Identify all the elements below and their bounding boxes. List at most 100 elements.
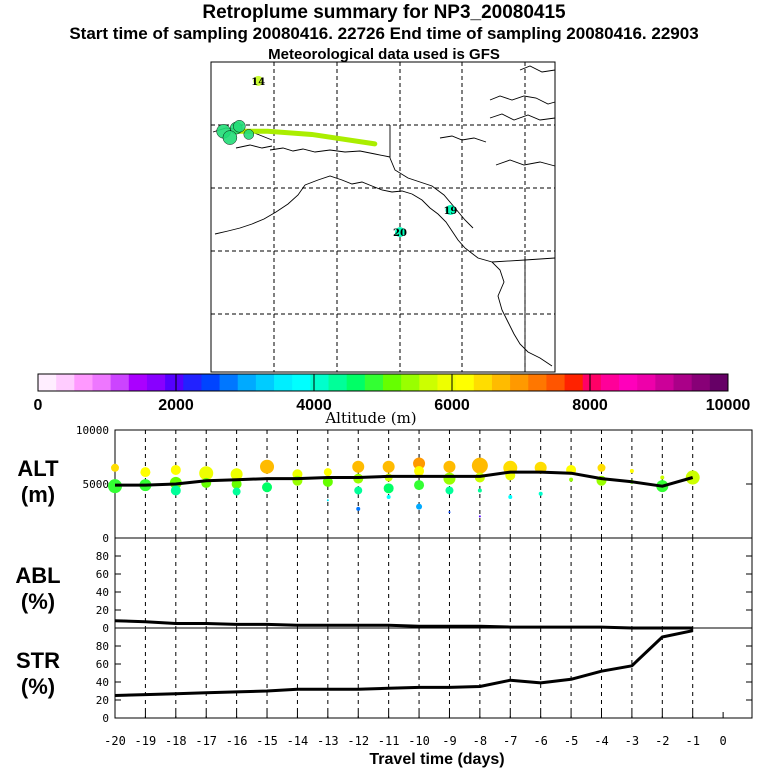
x-tick-label: -12 — [347, 734, 369, 748]
map-graticule — [211, 62, 555, 372]
altitude-point — [352, 460, 365, 473]
colorbar-cell — [564, 374, 584, 391]
y-tick-label: 40 — [96, 676, 109, 689]
day-marker-label: 20 — [393, 228, 407, 239]
colorbar-cell — [92, 374, 112, 391]
altitude-colorbar: 0 2000 4000 6000 8000 10000 Altitude (m) — [34, 373, 750, 427]
altitude-point — [508, 494, 513, 499]
trajectory-blob — [243, 129, 255, 140]
y-tick-label: 10000 — [76, 424, 109, 437]
altitude-point — [230, 468, 243, 481]
alt-label-line1: ALT — [17, 456, 59, 481]
altitude-point — [569, 477, 574, 482]
y-tick-label: 80 — [96, 550, 109, 563]
colorbar-cell — [473, 374, 493, 391]
x-tick-label: -4 — [594, 734, 608, 748]
altitude-point — [660, 475, 665, 480]
day-marker-dot — [395, 227, 405, 238]
colorbar-cell — [364, 374, 384, 391]
x-tick-label: -19 — [135, 734, 157, 748]
altitude-point — [448, 511, 451, 514]
colorbar-cell — [510, 374, 529, 391]
day-markers: 14 19 20 — [251, 75, 457, 239]
colorbar-cell — [292, 374, 311, 391]
altitude-point — [471, 457, 488, 474]
x-tick-label: -20 — [104, 734, 126, 748]
x-tick-label: -3 — [625, 734, 639, 748]
colorbar-cell — [165, 374, 184, 391]
altitude-point — [322, 476, 333, 487]
x-tick-label: -16 — [226, 734, 248, 748]
altitude-point — [382, 460, 395, 473]
altitude-point — [443, 460, 456, 473]
altitude-point — [443, 472, 456, 485]
colorbar-cell — [437, 374, 457, 391]
colorbar-label: Altitude (m) — [324, 409, 416, 427]
altitude-point — [478, 515, 481, 518]
altitude-point — [445, 486, 454, 495]
colorbar-cell — [56, 374, 75, 391]
altitude-point — [326, 499, 329, 502]
altitude-point — [323, 468, 332, 477]
colorbar-cell — [328, 374, 348, 391]
x-tick-label: -11 — [378, 734, 400, 748]
colorbar-cell — [637, 374, 656, 391]
y-tick-label: 40 — [96, 586, 109, 599]
colorbar-cell — [128, 374, 148, 391]
colorbar-cell — [655, 374, 674, 391]
colorbar-cell — [491, 374, 511, 391]
abl-label-line1: ABL — [15, 563, 60, 588]
x-tick-label: -1 — [685, 734, 699, 748]
colorbar-cell — [383, 374, 402, 391]
colorbar-cell — [455, 374, 475, 391]
x-tick-label: -13 — [317, 734, 339, 748]
colorbar-cell — [401, 374, 420, 391]
str-plot-frame — [114, 627, 753, 719]
y-tick-label: 5000 — [83, 478, 110, 491]
colorbar-cell — [709, 374, 729, 391]
colorbar-tick-label: 8000 — [572, 397, 608, 414]
colorbar-cell — [274, 374, 293, 391]
colorbar-cell — [310, 374, 329, 391]
x-tick-label: 0 — [719, 734, 726, 748]
x-tick-label: -6 — [533, 734, 547, 748]
colorbar-cell — [183, 374, 202, 391]
x-tick-label: -8 — [473, 734, 487, 748]
x-tick-label: -15 — [256, 734, 278, 748]
colorbar-tick-label: 4000 — [296, 397, 332, 414]
x-tick-label: -14 — [287, 734, 309, 748]
x-tick-label: -2 — [655, 734, 669, 748]
abl-plot-frame — [114, 537, 753, 629]
str-plot: 0 20 40 60 80 — [96, 628, 752, 725]
altitude-point — [414, 466, 425, 477]
colorbar-cell — [673, 374, 693, 391]
alt-label-line2: (m) — [21, 482, 55, 507]
colorbar-cell — [38, 374, 57, 391]
day-marker-label: 19 — [443, 206, 457, 217]
colorbar-cell — [582, 374, 602, 391]
series-line — [114, 629, 694, 697]
x-tick-label: -18 — [165, 734, 187, 748]
altitude-point — [354, 486, 363, 495]
altitude-point — [538, 491, 543, 496]
abl-plot: 0 20 40 60 80 — [96, 538, 752, 635]
altitude-point — [231, 479, 242, 489]
x-tick-label: -7 — [503, 734, 517, 748]
y-tick-label: 0 — [102, 712, 109, 725]
altitude-point — [685, 470, 700, 485]
map-panel: 14 19 20 — [210, 61, 556, 373]
meteorological-data-subtitle: Meteorological data used is GFS — [268, 46, 500, 63]
x-tick-label: -17 — [195, 734, 217, 748]
trajectory-cluster — [216, 120, 378, 147]
altitude-point — [262, 482, 273, 493]
chart-title: Retroplume summary for NP3_20080415 — [202, 2, 566, 23]
colorbar-cell — [219, 374, 239, 391]
altitude-point — [597, 463, 606, 472]
y-tick-label: 80 — [96, 640, 109, 653]
altitude-point — [383, 483, 394, 494]
altitude-point — [414, 480, 425, 491]
colorbar-tick-label: 0 — [34, 397, 43, 414]
sampling-time-subtitle: Start time of sampling 20080416. 22726 E… — [69, 24, 699, 43]
y-tick-label: 0 — [102, 532, 109, 545]
